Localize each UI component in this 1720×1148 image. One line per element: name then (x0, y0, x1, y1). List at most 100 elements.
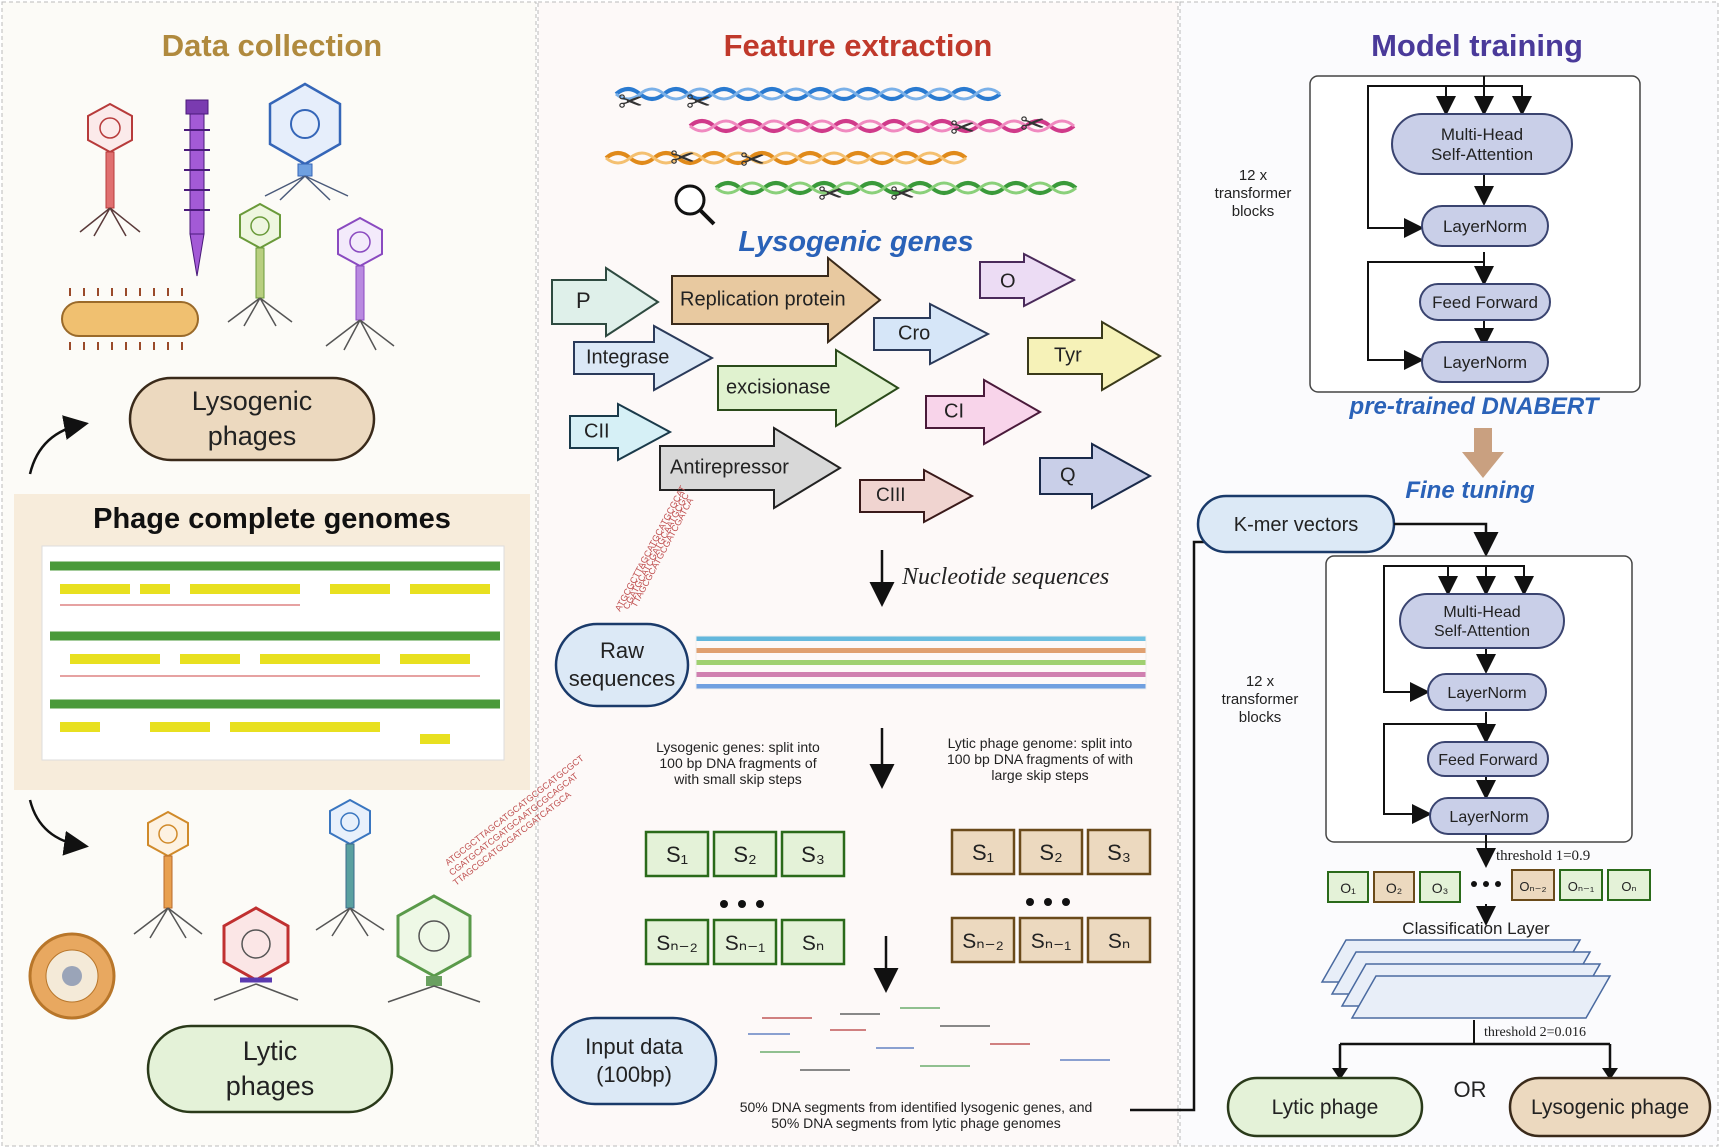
pretrained-dnabert-label: pre-trained DNABERT (1349, 393, 1601, 420)
svg-text:✂: ✂ (740, 144, 765, 177)
lysogenic-phage-pill (1508, 1076, 1712, 1138)
pretrained-multihead-line2: Self-Attention (1431, 145, 1533, 164)
svg-text:✂: ✂ (950, 112, 975, 145)
input-note: 50% DNA segments from identified lysogen… (740, 1099, 1093, 1131)
pretrained-layernorm-2 (1421, 341, 1549, 383)
svg-text:blocks: blocks (1232, 203, 1275, 220)
gene-arrow-cro: Cro (873, 302, 991, 366)
phage-icon-red-large (213, 906, 299, 1001)
pretrained-layernorm-1 (1421, 205, 1549, 247)
svg-text:Lysogenic genes: split into: Lysogenic genes: split into (656, 739, 820, 755)
svg-text:Sₙ: Sₙ (802, 932, 824, 955)
threshold-1-label: threshold 1=0.9 (1496, 848, 1590, 864)
svg-text:✂: ✂ (890, 178, 915, 211)
raw-sequences-pill (554, 622, 690, 708)
lysogenic-phage-label: Lysogenic phage (1531, 1096, 1689, 1119)
svg-text:✂: ✂ (618, 86, 643, 119)
lysogenic-fragments: S₁ S₂ S₃ Sₙ₋₂ Sₙ₋₁ Sₙ (644, 830, 846, 966)
svg-text:P: P (576, 288, 591, 313)
svg-text:LayerNorm: LayerNorm (1447, 685, 1526, 702)
fine-tuning-label: Fine tuning (1405, 477, 1535, 504)
svg-text:O₁: O₁ (1340, 880, 1356, 896)
svg-text:S₂: S₂ (1039, 840, 1062, 865)
svg-text:Sₙ₋₂: Sₙ₋₂ (962, 930, 1004, 953)
svg-text:LayerNorm: LayerNorm (1449, 809, 1528, 826)
genome-map-image (41, 545, 505, 761)
svg-text:Sₙ₋₂: Sₙ₋₂ (656, 932, 698, 955)
output-boxes: O₁ O₂ O₃ Oₙ₋₂ Oₙ₋₁ Oₙ (1327, 869, 1651, 903)
svg-text:✂: ✂ (686, 86, 711, 119)
svg-text:O₂: O₂ (1386, 880, 1402, 896)
lytic-fragments: S₁ S₂ S₃ Sₙ₋₂ Sₙ₋₁ Sₙ (950, 828, 1152, 964)
lysogenic-phages-pill (128, 376, 376, 462)
gene-arrow-p: P (551, 266, 660, 338)
phage-icon-orange (133, 810, 203, 939)
svg-text:Sₙ₋₁: Sₙ₋₁ (725, 932, 766, 955)
svg-text:50% DNA segments from identifi: 50% DNA segments from identified lysogen… (740, 1099, 1093, 1115)
svg-text:S₃: S₃ (1107, 840, 1131, 865)
svg-text:CII: CII (584, 420, 610, 442)
gene-arrow-integrase: Integrase (573, 324, 715, 392)
title-feature-extraction: Feature extraction (724, 28, 993, 63)
svg-text:Oₙ₋₂: Oₙ₋₂ (1519, 879, 1546, 894)
svg-text:LayerNorm: LayerNorm (1443, 217, 1527, 236)
classification-layer-label: Classification Layer (1402, 919, 1550, 938)
svg-text:100 bp DNA fragments of with: 100 bp DNA fragments of with (947, 751, 1133, 767)
gene-arrow-ciii: CIII (859, 468, 975, 524)
pretrained-blocks-label: 12 x transformer blocks (1215, 167, 1292, 220)
finetune-multihead-line2: Self-Attention (1434, 623, 1530, 640)
finetune-multihead (1399, 593, 1565, 649)
svg-text:O: O (1000, 270, 1016, 292)
phage-icon-teal (315, 798, 385, 937)
lysogenic-phages-line2: phages (208, 421, 297, 451)
title-data-collection: Data collection (162, 28, 383, 63)
svg-text:S₃: S₃ (801, 842, 825, 867)
svg-text:✂: ✂ (818, 178, 843, 211)
gene-arrow-replication-protein: Replication protein (671, 255, 882, 345)
threshold-2-label: threshold 2=0.016 (1484, 1025, 1586, 1040)
input-line2: (100bp) (596, 1062, 672, 1087)
scissors-icon: ✂ ✂ ✂ ✂ ✂ ✂ ✂ ✂ (618, 86, 1045, 211)
raw-line2: sequences (569, 666, 675, 691)
gene-arrow-excisionase: excisionase (717, 348, 900, 428)
svg-text:Tyr: Tyr (1054, 344, 1082, 366)
lytic-phage-label: Lytic phage (1272, 1096, 1379, 1119)
finetune-layernorm-2 (1429, 797, 1549, 835)
finetune-feedforward (1427, 741, 1549, 777)
svg-text:Lytic phage genome: split into: Lytic phage genome: split into (948, 735, 1133, 751)
lytic-split-label: Lytic phage genome: split into 100 bp DN… (947, 735, 1133, 783)
svg-text:CI: CI (944, 400, 964, 422)
gene-arrow-cii: CII (569, 402, 673, 462)
svg-text:12 x: 12 x (1246, 673, 1275, 690)
curved-arrow-down (28, 799, 89, 856)
finetune-connections (1383, 565, 1534, 868)
svg-text:Replication protein: Replication protein (680, 288, 846, 310)
svg-text:S₂: S₂ (733, 842, 756, 867)
fork-arrow-left (1332, 1068, 1348, 1080)
magnifier-icon (674, 184, 716, 226)
gene-arrow-tyr: Tyr (1027, 320, 1162, 392)
nucleotide-sequences-label: Nucleotide sequences (901, 564, 1109, 590)
curved-arrow-up (28, 415, 89, 475)
phage-icon-virion-round (28, 932, 116, 1020)
gene-arrow-o: O (979, 252, 1077, 308)
lytic-phages-pill (146, 1024, 394, 1114)
svg-text:with small skip steps: with small skip steps (673, 771, 802, 787)
svg-text:O₃: O₃ (1432, 880, 1449, 896)
phage-icon-blue (264, 82, 349, 201)
kmer-vectors-label: K-mer vectors (1234, 514, 1358, 536)
svg-text:Integrase: Integrase (586, 346, 669, 368)
finetune-layernorm-1 (1427, 673, 1547, 711)
svg-text:Feed Forward: Feed Forward (1438, 752, 1538, 769)
lysogenic-phages-line1: Lysogenic (192, 386, 313, 416)
phage-icon-olive (227, 202, 293, 327)
title-model-training: Model training (1371, 28, 1583, 63)
dna-strands-illustration (604, 87, 1078, 195)
svg-text:Sₙ₋₁: Sₙ₋₁ (1031, 930, 1072, 953)
svg-text:50% DNA segments from lytic ph: 50% DNA segments from lytic phage genome… (771, 1115, 1060, 1131)
svg-text:Cro: Cro (898, 322, 930, 344)
phage-icon-purple-tail (184, 99, 210, 277)
lysogenic-split-label: Lysogenic genes: split into 100 bp DNA f… (656, 739, 820, 787)
input-fragment-lines (748, 1007, 1110, 1071)
